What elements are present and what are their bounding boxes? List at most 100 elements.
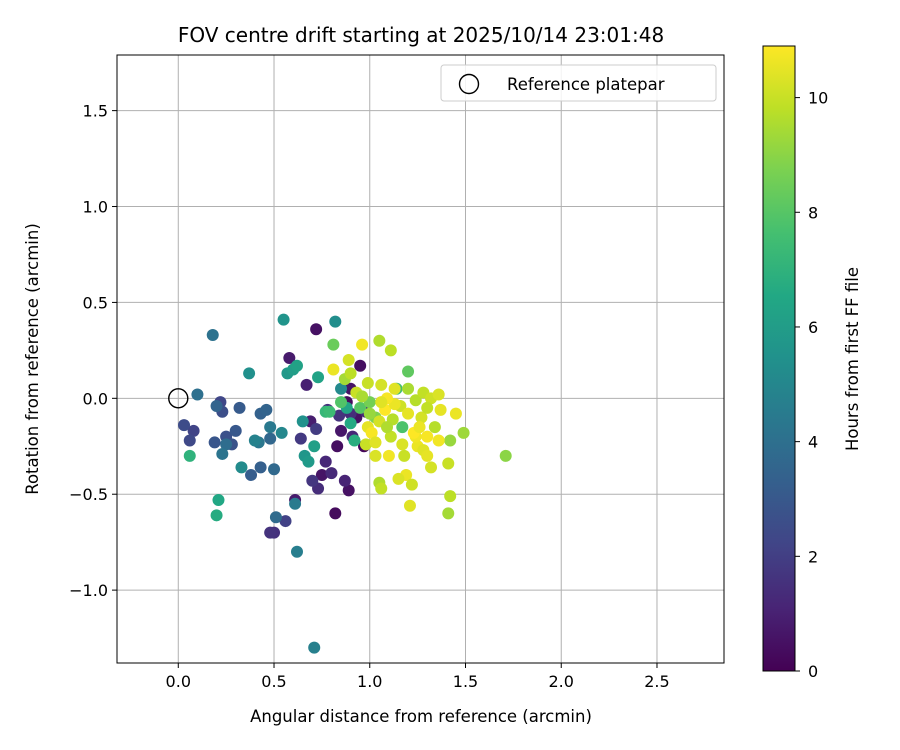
legend-marker-open-circle [458, 73, 480, 95]
x-tick-label: 0.5 [261, 672, 286, 691]
data-point [344, 417, 357, 430]
data-point [444, 490, 457, 503]
data-point [392, 472, 405, 485]
colorbar-tick-label: 2 [808, 547, 818, 566]
data-point [275, 426, 288, 439]
data-point [402, 365, 415, 378]
data-point [421, 401, 434, 414]
data-point [290, 545, 303, 558]
y-tick-label: 0.5 [83, 293, 108, 312]
data-point [398, 449, 411, 462]
data-point [178, 419, 191, 432]
data-point [382, 449, 395, 462]
x-tick-label: 1.0 [357, 672, 382, 691]
data-point [264, 432, 277, 445]
data-point [402, 407, 415, 420]
data-point [243, 367, 256, 380]
colorbar-tick-label: 0 [808, 662, 818, 681]
data-point [432, 388, 445, 401]
data-point [403, 499, 416, 512]
data-point [277, 313, 290, 326]
data-point [245, 469, 258, 482]
data-point [365, 426, 378, 439]
data-point [312, 371, 325, 384]
data-point [210, 399, 223, 412]
colorbar-tick-label: 10 [808, 89, 828, 108]
data-points [178, 313, 512, 654]
data-point [216, 447, 229, 460]
data-point [428, 421, 441, 434]
data-point [384, 430, 397, 443]
data-point [331, 440, 344, 453]
data-point [442, 457, 455, 470]
data-point [306, 474, 319, 487]
data-point [183, 449, 196, 462]
data-point [254, 461, 267, 474]
data-point [296, 415, 309, 428]
data-point [268, 463, 281, 476]
data-point [363, 407, 376, 420]
data-point [302, 455, 315, 468]
data-point [315, 469, 328, 482]
colorbar-tick-label: 6 [808, 318, 818, 337]
legend: Reference platepar [440, 64, 717, 102]
x-tick-label: 0.0 [166, 672, 191, 691]
data-point [289, 497, 302, 510]
data-point [375, 378, 388, 391]
data-point [212, 493, 225, 506]
data-point [449, 407, 462, 420]
x-tick-label: 2.0 [549, 672, 574, 691]
colorbar-frame [762, 45, 796, 672]
data-point [421, 449, 434, 462]
data-point [335, 382, 348, 395]
colorbar-tick-label: 8 [808, 203, 818, 222]
data-point [191, 388, 204, 401]
data-point [233, 401, 246, 414]
data-point [310, 423, 323, 436]
data-point [425, 461, 438, 474]
data-point [499, 449, 512, 462]
data-point [319, 455, 332, 468]
data-point [210, 509, 223, 522]
data-point [329, 507, 342, 520]
data-point [294, 432, 307, 445]
data-point [269, 511, 282, 524]
data-point [375, 396, 388, 409]
data-point [283, 352, 296, 365]
y-tick-label: 0.0 [83, 389, 108, 408]
data-point [329, 315, 342, 328]
data-point [248, 434, 261, 447]
data-point [413, 421, 426, 434]
y-axis-label: Rotation from reference (arcmin) [23, 223, 42, 495]
data-point [444, 434, 457, 447]
data-point [415, 411, 428, 424]
data-point [354, 401, 367, 414]
data-point [434, 403, 447, 416]
y-tick-label: −0.5 [69, 485, 108, 504]
data-point [354, 359, 367, 372]
data-point [338, 474, 351, 487]
data-point [308, 440, 321, 453]
data-point [369, 436, 382, 449]
x-tick-label: 1.5 [453, 672, 478, 691]
data-point [333, 409, 346, 422]
data-point [348, 434, 361, 447]
data-point [264, 526, 277, 539]
y-tick-label: 1.0 [83, 198, 108, 217]
data-point [342, 484, 355, 497]
x-tick-label: 2.5 [644, 672, 669, 691]
data-point [187, 424, 200, 437]
data-point [325, 467, 338, 480]
y-tick-label: 1.5 [83, 102, 108, 121]
data-point [380, 421, 393, 434]
data-point [327, 363, 340, 376]
data-point [405, 478, 418, 491]
data-point [290, 359, 303, 372]
data-point [388, 382, 401, 395]
y-axis-ticks: −1.0 −0.5 0.0 0.5 1.0 1.5 [69, 102, 117, 600]
data-point [409, 394, 422, 407]
data-point [279, 515, 292, 528]
data-point [308, 641, 321, 654]
data-point [344, 367, 357, 380]
